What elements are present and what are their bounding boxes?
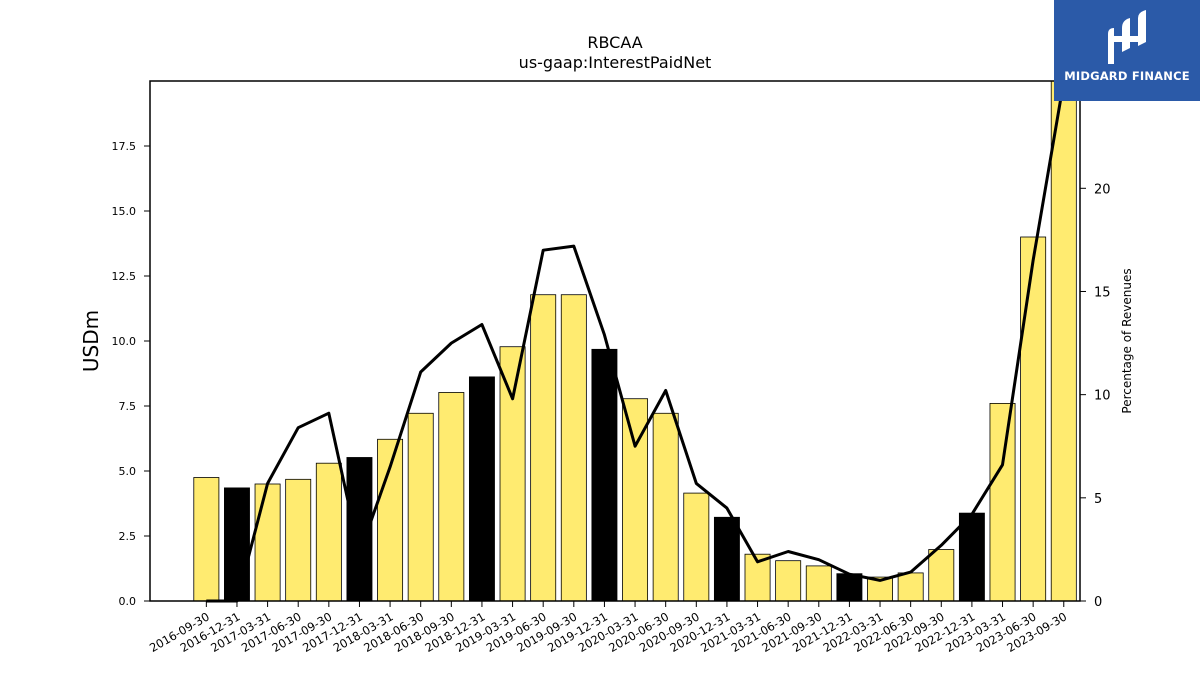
bar-2019-03-31	[499, 346, 526, 602]
bar-2023-06-30	[1020, 236, 1047, 602]
secondary-y-axis-label: Percentage of Revenues	[1120, 268, 1134, 413]
bar-2018-09-30	[438, 392, 465, 602]
left-tick-label: 17.5	[112, 140, 137, 153]
bar-2023-09-30	[1050, 80, 1077, 602]
bar-2021-09-30	[805, 565, 832, 602]
chart-title: RBCAA	[587, 33, 643, 52]
bar-2022-06-30	[897, 572, 924, 602]
bar-2021-03-31	[744, 553, 771, 602]
bar-2020-09-30	[683, 492, 710, 602]
bar-2019-06-30	[530, 294, 557, 602]
bar-2019-09-30	[560, 294, 587, 602]
bar-2021-12-31	[836, 573, 863, 602]
chart-subtitle: us-gaap:InterestPaidNet	[518, 53, 712, 72]
left-tick-label: 10.0	[112, 335, 137, 348]
revenue-percentage-line	[206, 80, 1066, 603]
brand-mark-icon	[1108, 10, 1146, 64]
right-tick-label: 20	[1094, 182, 1111, 197]
left-tick-label: 0.0	[119, 595, 137, 608]
right-tick-label: 0	[1094, 595, 1102, 610]
brand-logo: MIDGARD FINANCE	[1054, 0, 1200, 101]
right-tick-label: 15	[1094, 285, 1111, 300]
x-axis: 2016-09-302016-12-312017-03-312017-06-30…	[147, 601, 1069, 655]
bar-2017-09-30	[315, 462, 342, 602]
right-axis: 0 5 10 15 20	[1080, 182, 1111, 610]
bar-2020-12-31	[713, 516, 740, 602]
left-tick-label: 5.0	[119, 465, 137, 478]
bar-series	[193, 80, 1077, 602]
bar-2020-06-30	[652, 412, 679, 602]
bar-2016-12-31	[224, 487, 250, 602]
bar-2021-06-30	[775, 560, 802, 602]
left-tick-label: 15.0	[112, 205, 137, 218]
left-tick-label: 2.5	[119, 530, 137, 543]
right-tick-label: 10	[1094, 389, 1111, 404]
y-axis-label: USDm	[79, 310, 103, 372]
brand-name: MIDGARD FINANCE	[1064, 69, 1190, 83]
left-axis: 0.0 2.5 5.0 7.5 10.0 12.5 15.0 17.5	[112, 140, 150, 608]
bar-2016-09-30	[193, 477, 220, 602]
left-tick-label: 12.5	[112, 270, 137, 283]
bar-2017-03-31	[254, 483, 281, 602]
bar-2018-06-30	[407, 412, 434, 602]
left-tick-label: 7.5	[119, 400, 137, 413]
bar-2019-12-31	[591, 348, 618, 602]
right-tick-label: 5	[1094, 492, 1102, 507]
bar-2022-09-30	[928, 549, 955, 602]
bar-2023-03-31	[989, 402, 1016, 602]
bar-2022-12-31	[958, 512, 985, 602]
bar-2018-12-31	[468, 376, 495, 602]
bar-2017-06-30	[285, 478, 312, 602]
